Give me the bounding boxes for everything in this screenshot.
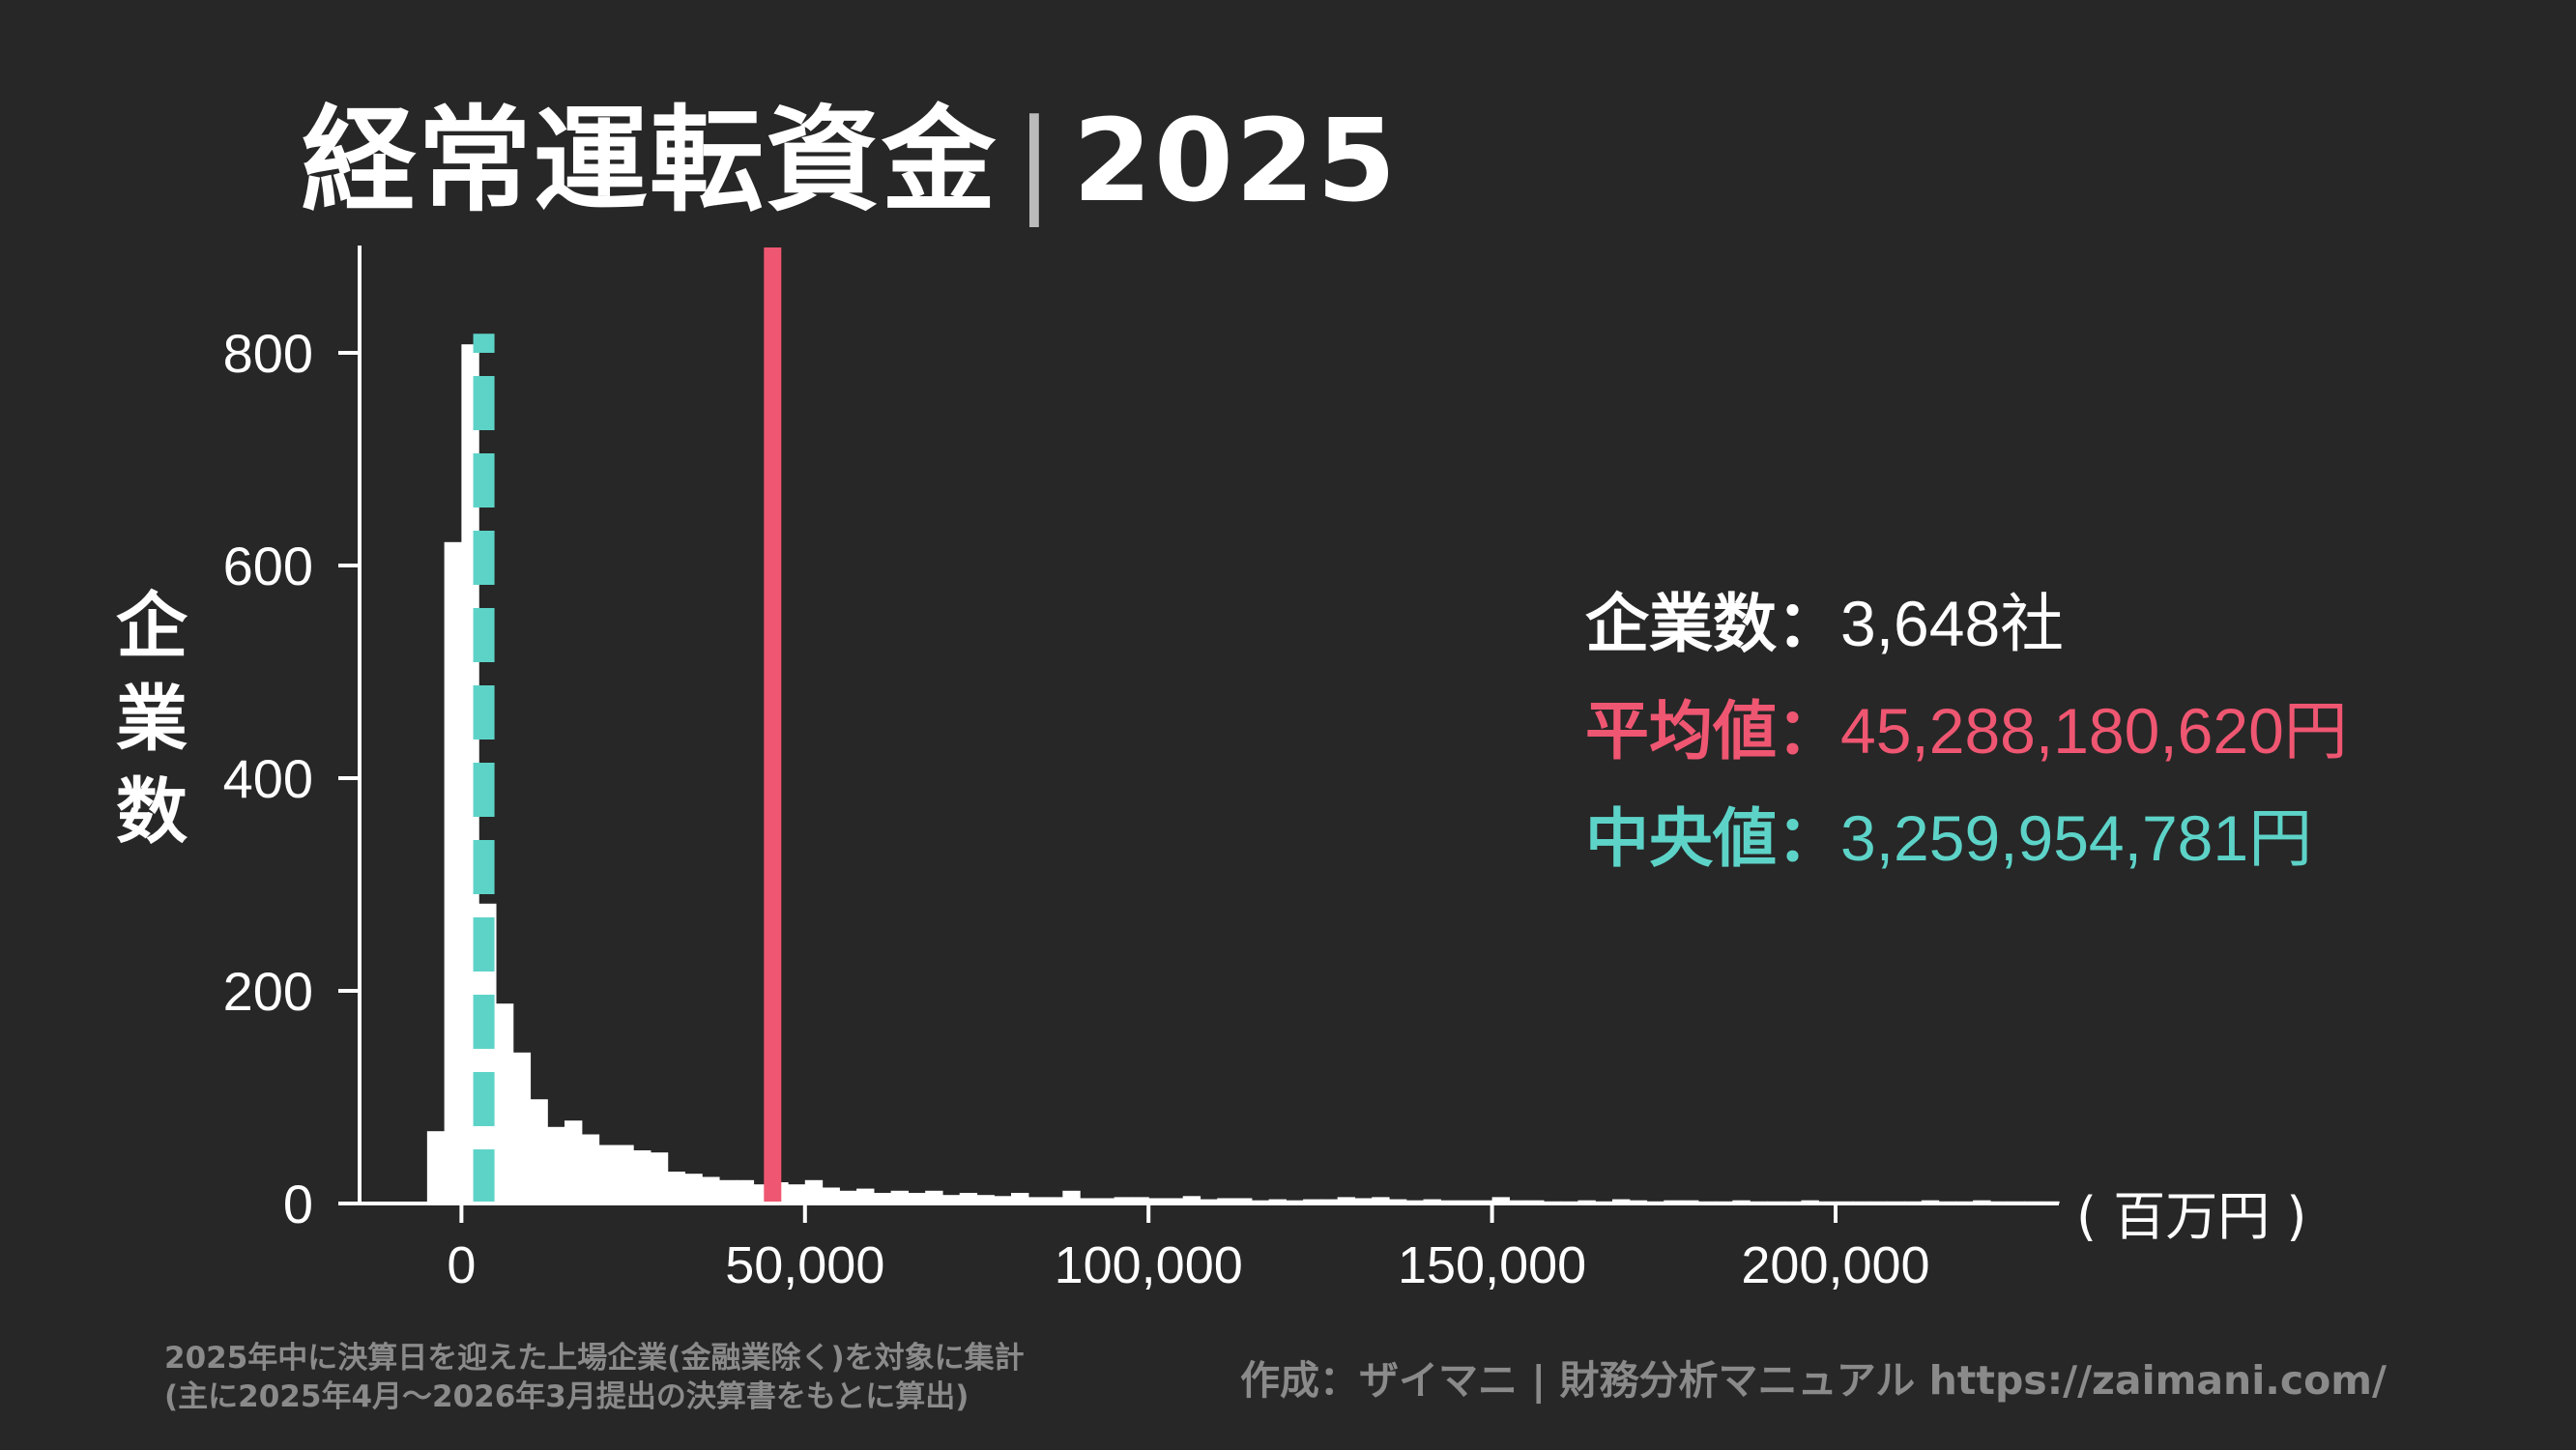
stat-median-value: 3,259,954,781円	[1840, 802, 2313, 874]
histogram-bar	[512, 1052, 532, 1204]
histogram-bar	[1131, 1197, 1149, 1204]
histogram-bar	[1148, 1198, 1167, 1204]
stats-panel: 企業数：3,648社 平均値：45,288,180,620円 中央値：3,259…	[1585, 570, 2348, 892]
histogram-bar	[1234, 1198, 1253, 1204]
stat-median: 中央値：3,259,954,781円	[1585, 785, 2348, 892]
x-axis-unit-label: ( 百万円 )	[2076, 1186, 2307, 1247]
histogram-bar	[1062, 1190, 1081, 1204]
x-tick-label: 100,000	[1055, 1236, 1243, 1294]
histogram-bar	[444, 541, 462, 1204]
histogram-bar	[1372, 1197, 1390, 1204]
histogram-bar	[633, 1150, 651, 1204]
credit-link[interactable]: 作成：ザイマニ | 財務分析マニュアル https://zaimani.com/	[1240, 1357, 2388, 1404]
x-tick-label: 200,000	[1741, 1236, 1929, 1294]
title-main: 経常運転資金	[302, 94, 999, 227]
histogram-bar	[788, 1184, 806, 1204]
axes: 0 200 400 600 800 0 50,000 100,000 150,000 200,00…	[223, 246, 2059, 1294]
histogram-bar	[1045, 1197, 1063, 1204]
histogram-bar	[1423, 1199, 1441, 1204]
footnote-line-2: (主に2025年4月〜2026年3月提出の決算書をもとに算出)	[164, 1379, 970, 1414]
histogram-bar	[908, 1193, 926, 1204]
histogram-bar	[530, 1099, 548, 1204]
stat-count: 企業数：3,648社	[1585, 570, 2348, 678]
histogram-bar	[925, 1190, 943, 1204]
stat-mean-label: 平均値	[1585, 694, 1777, 768]
y-tick-label: 200	[223, 961, 313, 1022]
histogram-bar	[1165, 1198, 1184, 1204]
histogram-bar	[1200, 1199, 1218, 1204]
histogram-bar	[1268, 1199, 1287, 1204]
title-separator: |	[1015, 94, 1056, 227]
reference-lines	[473, 247, 782, 1204]
histogram-bar	[1611, 1199, 1631, 1204]
stat-count-label: 企業数	[1585, 587, 1777, 661]
histogram-bar	[736, 1179, 755, 1204]
histogram-bar	[839, 1190, 857, 1204]
histogram-bar	[959, 1193, 978, 1204]
histogram-bar	[1114, 1197, 1133, 1204]
histogram-bar	[616, 1145, 634, 1204]
stat-median-label: 中央値	[1585, 801, 1777, 876]
stat-mean-value: 45,288,180,620円	[1840, 695, 2348, 767]
histogram-bar	[822, 1187, 840, 1204]
histogram-bar	[581, 1134, 600, 1204]
histogram-bar	[1011, 1193, 1029, 1204]
title-year: 2025	[1072, 94, 1399, 227]
footnote-line-1: 2025年中に決算日を迎えた上場企業(金融業除く)を対象に集計	[164, 1341, 1025, 1376]
histogram-bar	[1337, 1197, 1356, 1204]
histogram-bar	[702, 1176, 720, 1204]
histogram-bars	[426, 344, 2060, 1204]
histogram-bar	[994, 1196, 1012, 1204]
y-tick-label: 800	[223, 323, 313, 384]
stat-mean: 平均値：45,288,180,620円	[1585, 678, 2348, 785]
chart-title: 経常運転資金 | 2025	[302, 68, 1398, 233]
histogram-bar	[650, 1152, 669, 1204]
histogram-bar	[1217, 1198, 1235, 1204]
y-tick-label: 600	[223, 536, 313, 596]
x-tick-label: 0	[447, 1236, 476, 1294]
histogram-bar	[1182, 1196, 1201, 1204]
stat-median-colon: ：	[1777, 801, 1840, 876]
histogram-bar	[890, 1190, 910, 1204]
histogram-bar	[718, 1179, 738, 1204]
histogram-bar	[1096, 1198, 1115, 1204]
histogram-bar	[684, 1174, 703, 1204]
histogram-bar	[598, 1145, 617, 1204]
histogram-bar	[426, 1131, 446, 1204]
histogram-bar	[1319, 1199, 1339, 1204]
histogram-bar	[478, 903, 497, 1204]
histogram-bar	[1388, 1199, 1407, 1204]
x-tick-label: 50,000	[725, 1236, 884, 1294]
y-tick-label: 400	[223, 748, 313, 809]
histogram-bar	[941, 1195, 961, 1204]
histogram-bar	[1354, 1198, 1373, 1204]
stat-mean-colon: ：	[1777, 694, 1840, 768]
histogram-bar	[547, 1126, 565, 1204]
y-axis-label: 企業数	[116, 585, 188, 854]
histogram-bar	[873, 1193, 892, 1204]
histogram-bar	[856, 1188, 875, 1204]
y-tick-label: 0	[283, 1174, 313, 1234]
footnote: 2025年中に決算日を迎えた上場企業(金融業除く)を対象に集計 (主に2025年…	[164, 1339, 1025, 1416]
histogram-bar	[1491, 1197, 1510, 1204]
x-tick-label: 150,000	[1398, 1236, 1586, 1294]
stat-count-colon: ：	[1777, 587, 1840, 661]
histogram-bar	[1080, 1198, 1098, 1204]
histogram-bar	[667, 1172, 685, 1204]
histogram-bar	[976, 1195, 995, 1204]
histogram-bar	[804, 1179, 824, 1204]
stat-count-value: 3,648社	[1840, 588, 2065, 659]
histogram-bar	[1303, 1199, 1321, 1204]
histogram-bar	[1028, 1197, 1047, 1204]
histogram-bar	[495, 1003, 514, 1204]
histogram-bar	[564, 1120, 583, 1204]
